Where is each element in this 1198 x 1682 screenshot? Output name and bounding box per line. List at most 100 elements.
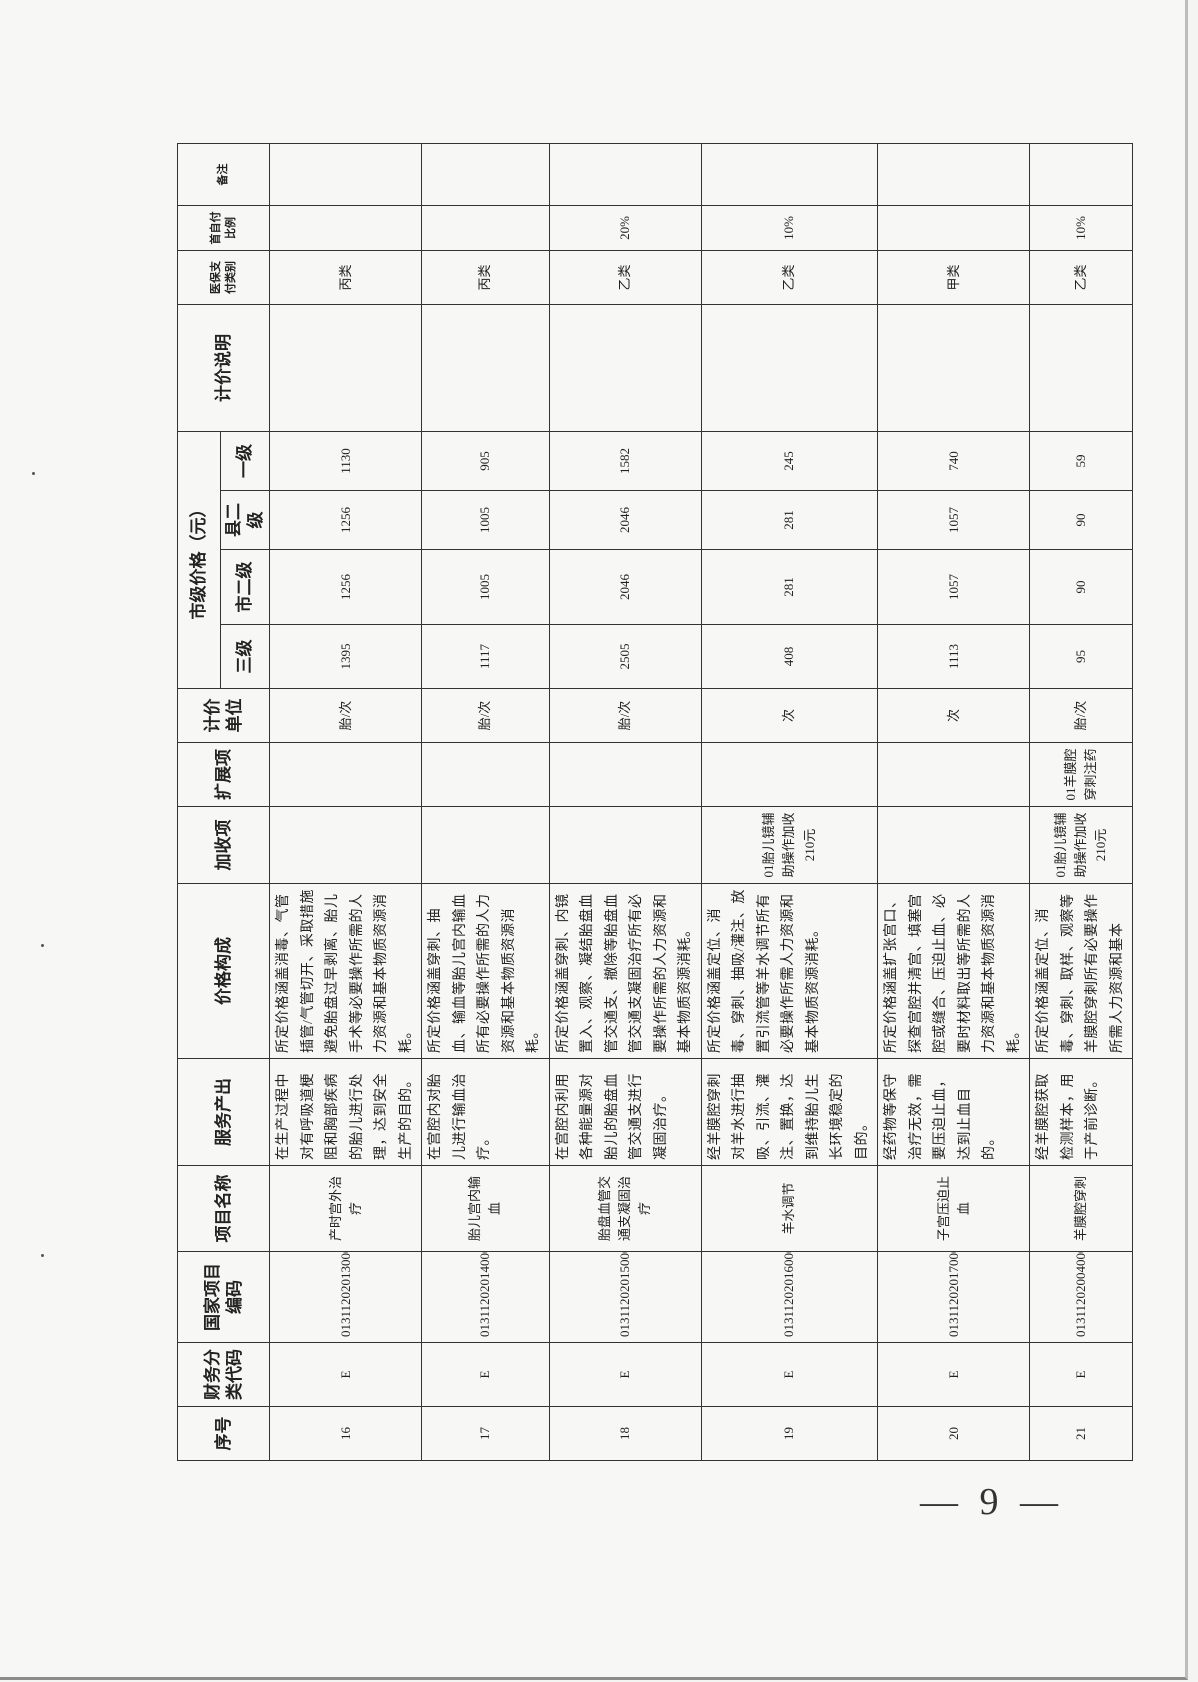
cell-surcharge [877,806,1030,884]
cell-city-level2: 1005 [421,549,550,625]
cell-insurance-category: 甲类 [877,250,1030,305]
table-row: 17 E 013112020140000 胎儿宫内输血 在宫腔内对胎儿进行输血治疗。 所定… [421,143,550,1461]
header-self-pay-ratio: 首自付比例 [177,205,270,251]
cell-unit: 胎/次 [269,688,422,743]
cell-city-level2: 2046 [549,549,702,625]
cell-national-code: 013112020040000 [1029,1251,1133,1343]
cell-level3: 1395 [269,624,422,689]
header-name: 项目名称 [177,1165,270,1252]
cell-surcharge [269,806,422,884]
cell-self-pay-ratio [269,205,422,251]
cell-level3: 1117 [421,624,550,689]
header-city-level2: 市二级 [220,549,270,625]
header-pricing-note: 计价说明 [177,304,270,432]
cell-level3: 1113 [877,624,1030,689]
header-city-price: 市级价格（元） [177,431,221,689]
cell-output: 经羊膜腔穿刺对羊水进行抽吸、引流、灌注、置换，达到维持胎儿生长环境稳定的目的。 [701,1058,878,1166]
cell-self-pay-ratio: 20% [549,205,702,251]
cell-finance-code: E [269,1342,422,1407]
cell-insurance-category: 乙类 [701,250,878,305]
cell-output: 经药物等保守治疗无效，需要压迫止血，达到止血目的。 [877,1058,1030,1166]
cell-level1: 59 [1029,431,1133,491]
cell-city-level2: 1057 [877,549,1030,625]
table-row: 16 E 013112020130000 产时宫外治疗 在生产过程中对有呼吸道梗阻和胸部… [269,143,422,1461]
cell-pricing-note [877,304,1030,432]
cell-price-composition: 所定价格涵盖消毒、气管插管/气管切开、采取措施避免胎盘过早剥离、胎儿手术等必要操… [269,883,422,1059]
cell-county-level2: 2046 [549,490,702,550]
cell-surcharge: 01胎儿镜辅助操作加收210元 [701,806,878,884]
header-insurance-category: 医保支付类别 [177,250,270,305]
cell-self-pay-ratio: 10% [1029,205,1133,251]
header-surcharge: 加收项 [177,806,270,884]
cell-pricing-note [549,304,702,432]
cell-county-level2: 90 [1029,490,1133,550]
cell-extension [549,742,702,807]
cell-unit: 次 [877,688,1030,743]
cell-price-composition: 所定价格涵盖定位、消毒、穿刺、抽吸/灌注、放置引流管等羊水调节所有必要操作所需人… [701,883,878,1059]
cell-finance-code: E [549,1342,702,1407]
cell-level1: 245 [701,431,878,491]
cell-level1: 1130 [269,431,422,491]
cell-name: 羊水调节 [701,1165,878,1252]
cell-remarks [1029,143,1133,206]
cell-city-level2: 1256 [269,549,422,625]
cell-extension [269,742,422,807]
pricing-table: 序号 财务分类代码 国家项目编码 项目名称 服务产出 价格构成 加收项 扩展项 … [177,143,1133,1461]
header-level1: 一级 [220,431,270,491]
table-row: 19 E 013112020160000 羊水调节 经羊膜腔穿刺对羊水进行抽吸、引流、灌… [701,143,878,1461]
cell-surcharge: 01胎儿镜辅助操作加收210元 [1029,806,1133,884]
cell-extension: 01羊膜腔穿刺注药 [1029,742,1133,807]
header-seq: 序号 [177,1406,270,1461]
cell-insurance-category: 乙类 [549,250,702,305]
header-output: 服务产出 [177,1058,270,1166]
cell-county-level2: 1057 [877,490,1030,550]
cell-remarks [269,143,422,206]
cell-seq: 16 [269,1406,422,1461]
cell-insurance-category: 乙类 [1029,250,1133,305]
header-finance-code: 财务分类代码 [177,1342,270,1407]
cell-national-code: 013112020160000 [701,1251,878,1343]
cell-finance-code: E [421,1342,550,1407]
cell-price-composition: 所定价格涵盖穿刺、内镜置入、观察、凝结胎盘血管交通支、撤除等胎盘血管交通支凝固治… [549,883,702,1059]
cell-insurance-category: 丙类 [421,250,550,305]
header-price-composition: 价格构成 [177,883,270,1059]
cell-national-code: 013112020170000 [877,1251,1030,1343]
cell-pricing-note [269,304,422,432]
cell-name: 子宫压迫止血 [877,1165,1030,1252]
cell-pricing-note [1029,304,1133,432]
cell-remarks [701,143,878,206]
header-unit: 计价单位 [177,688,270,743]
page-number: — 9 — [920,1481,1064,1523]
cell-self-pay-ratio [877,205,1030,251]
cell-level3: 408 [701,624,878,689]
cell-output: 在宫腔内对胎儿进行输血治疗。 [421,1058,550,1166]
cell-surcharge [549,806,702,884]
cell-insurance-category: 丙类 [269,250,422,305]
cell-remarks [421,143,550,206]
cell-seq: 17 [421,1406,550,1461]
scan-speck [41,944,44,947]
cell-county-level2: 281 [701,490,878,550]
cell-output: 在宫腔内利用各种能量源对胎儿的胎盘血管交通支进行凝固治疗。 [549,1058,702,1166]
header-remarks: 备注 [177,143,270,206]
cell-seq: 21 [1029,1406,1133,1461]
header-county-level2: 县二级 [220,490,270,550]
cell-remarks [877,143,1030,206]
cell-price-composition: 所定价格涵盖扩张宫口、探查宫腔并清宫、填塞宫腔或缝合、压迫止血、必要时材料取出等… [877,883,1030,1059]
cell-self-pay-ratio [421,205,550,251]
rotated-table-wrapper: 序号 财务分类代码 国家项目编码 项目名称 服务产出 价格构成 加收项 扩展项 … [177,143,1133,1461]
cell-seq: 19 [701,1406,878,1461]
cell-extension [877,742,1030,807]
cell-unit: 胎/次 [421,688,550,743]
cell-name: 羊膜腔穿刺 [1029,1165,1133,1252]
cell-output: 经羊膜腔获取检测样本，用于产前诊断。 [1029,1058,1133,1166]
cell-county-level2: 1256 [269,490,422,550]
table-row: 20 E 013112020170000 子宫压迫止血 经药物等保守治疗无效，需要压迫止… [877,143,1030,1461]
scan-speck [41,1254,44,1257]
cell-finance-code: E [877,1342,1030,1407]
cell-level3: 95 [1029,624,1133,689]
cell-finance-code: E [701,1342,878,1407]
cell-extension [701,742,878,807]
cell-name: 胎儿宫内输血 [421,1165,550,1252]
